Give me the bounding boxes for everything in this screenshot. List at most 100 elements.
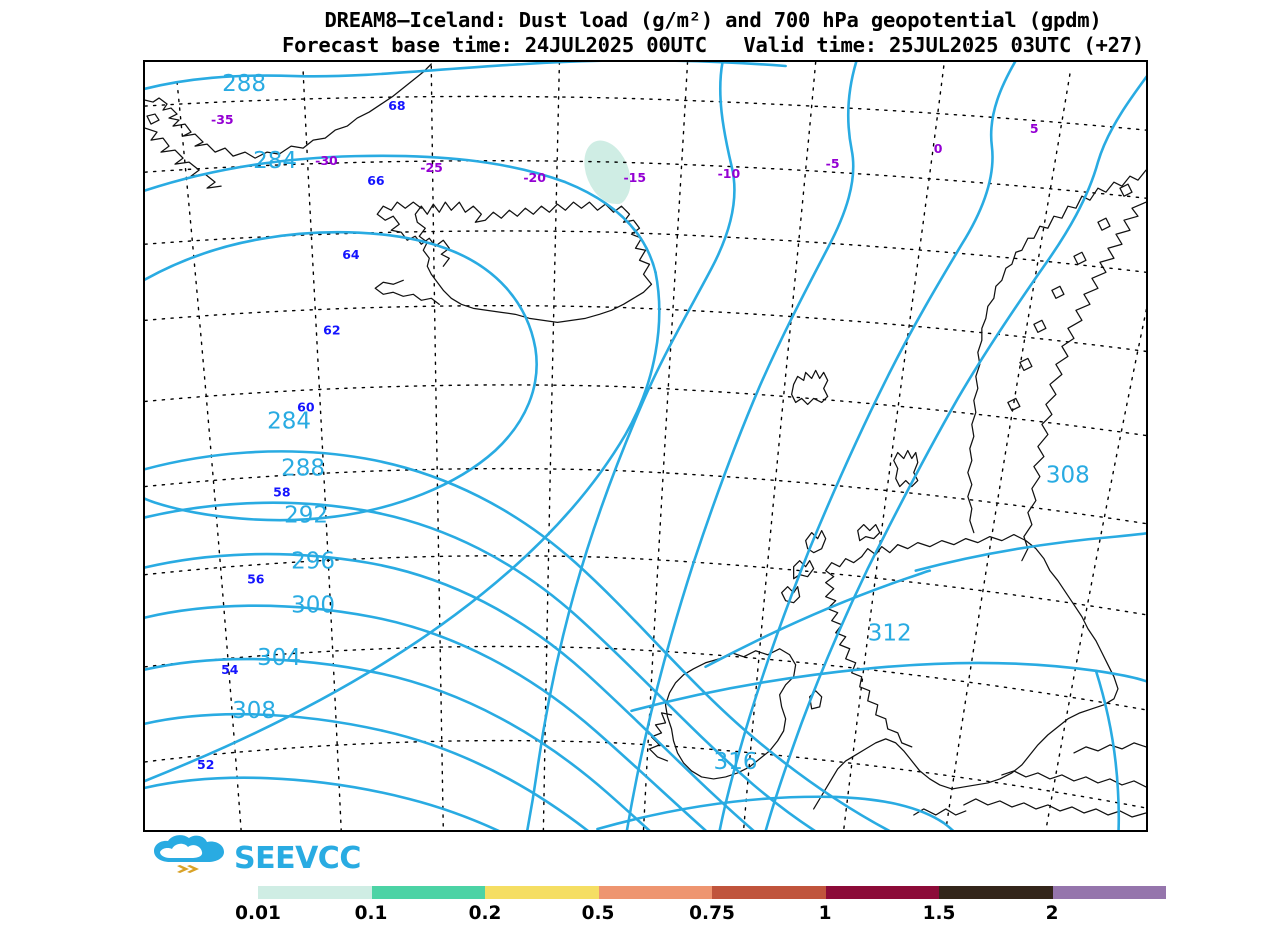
latitude-label-52: 52 bbox=[197, 757, 214, 772]
latitude-label-60: 60 bbox=[297, 399, 315, 414]
coastline-iceland-westfjords bbox=[376, 201, 450, 267]
parallel-54 bbox=[145, 645, 1146, 711]
colorbar-tick-4: 0.75 bbox=[689, 903, 735, 924]
contour-292 bbox=[145, 501, 816, 830]
dust-load-colorbar: 0.01 0.1 0.2 0.5 0.75 1 1.5 2 bbox=[235, 886, 1166, 925]
latitude-label-58: 58 bbox=[273, 485, 290, 500]
contour-316-east bbox=[596, 795, 955, 830]
map-plot-area: 288 284 284 288 292 296 300 304 308 308 … bbox=[143, 60, 1148, 832]
coastline-english-channel bbox=[913, 808, 967, 816]
chart-title-block: DREAM8—Iceland: Dust load (g/m²) and 700… bbox=[148, 8, 1278, 58]
coastline-hebrides-c bbox=[781, 586, 801, 604]
contour-label-308-b: 308 bbox=[1046, 463, 1090, 489]
chart-title-line-2: Forecast base time: 24JUL2025 00UTC Vali… bbox=[281, 33, 1145, 57]
contour-284-arc bbox=[145, 270, 661, 783]
dust-load-shading bbox=[584, 140, 631, 205]
latitude-label-68: 68 bbox=[388, 98, 405, 113]
meridian-m10 bbox=[742, 62, 817, 830]
longitude-label-m10: -10 bbox=[718, 166, 741, 181]
coastline-netherlands-belgium-france bbox=[1001, 770, 1146, 788]
contour-label-288-a: 288 bbox=[222, 71, 266, 97]
colorbar-tick-0: 0.01 bbox=[235, 903, 281, 924]
contour-312-east-descend bbox=[1094, 669, 1121, 830]
coastline-norway bbox=[967, 169, 1146, 534]
contour-296 bbox=[145, 552, 755, 830]
coastline-scotland-west bbox=[825, 556, 913, 748]
colorbar-segment-6 bbox=[939, 886, 1053, 899]
longitude-label-m25: -25 bbox=[420, 160, 443, 175]
coastline-orkney bbox=[857, 523, 881, 542]
coastline-france-north bbox=[963, 798, 1146, 818]
colorbar-tick-6: 1.5 bbox=[922, 903, 956, 924]
coastline-shetland bbox=[893, 449, 919, 488]
contour-label-284-a: 284 bbox=[253, 148, 297, 174]
parallel-66 bbox=[145, 160, 1146, 199]
latitude-label-64: 64 bbox=[342, 247, 360, 262]
contour-label-312: 312 bbox=[868, 621, 912, 647]
colorbar-tick-1: 0.1 bbox=[354, 903, 388, 924]
contour-east-d bbox=[764, 75, 1146, 830]
colorbar-segment-2 bbox=[485, 886, 599, 899]
colorbar-segment-4 bbox=[712, 886, 826, 899]
arrow-icon bbox=[177, 865, 199, 873]
colorbar-tick-5: 1 bbox=[818, 903, 832, 924]
parallel-56 bbox=[145, 555, 1146, 616]
colorbar-swatches bbox=[258, 886, 1166, 899]
contour-300 bbox=[145, 604, 707, 830]
meridian-5 bbox=[1045, 307, 1146, 830]
longitude-labels: -35 -30 -25 -20 -15 -10 -5 0 5 bbox=[211, 112, 1039, 185]
coastline-norway-islands bbox=[1007, 183, 1133, 412]
seevccc-logo[interactable]: SEEVCCC bbox=[146, 834, 361, 878]
contour-label-292: 292 bbox=[284, 503, 328, 529]
contour-304 bbox=[145, 657, 651, 830]
longitude-label-m30: -30 bbox=[315, 153, 338, 168]
meridian-m5 bbox=[842, 65, 945, 830]
meridian-m35 bbox=[176, 81, 242, 830]
latitude-label-54: 54 bbox=[221, 662, 239, 677]
contour-308-east-left bbox=[704, 569, 932, 669]
meridian-m20 bbox=[542, 62, 561, 830]
parallel-64 bbox=[145, 230, 1146, 273]
contour-label-308-a: 308 bbox=[232, 698, 276, 724]
longitude-label-0: 0 bbox=[934, 141, 943, 156]
parallel-68 bbox=[145, 95, 1146, 131]
coastline-iceland bbox=[414, 201, 653, 323]
latitude-label-62: 62 bbox=[323, 322, 340, 337]
colorbar-segment-7 bbox=[1052, 886, 1166, 899]
contour-label-300: 300 bbox=[291, 593, 335, 619]
parallel-60 bbox=[145, 384, 1146, 437]
coastline-iceland-south-peninsula bbox=[374, 279, 440, 305]
colorbar-tick-7: 2 bbox=[1045, 903, 1059, 924]
colorbar-tick-3: 0.5 bbox=[581, 903, 615, 924]
contour-east-b bbox=[625, 62, 858, 830]
cloud-icon bbox=[154, 835, 224, 862]
longitude-label-m35: -35 bbox=[211, 112, 234, 127]
contour-value-labels: 288 284 284 288 292 296 300 304 308 308 … bbox=[222, 71, 1090, 775]
logo-graphic: SEEVCCC bbox=[154, 835, 361, 876]
longitude-label-m15: -15 bbox=[623, 170, 646, 185]
longitude-label-m20: -20 bbox=[523, 170, 546, 185]
logo-text: SEEVCCC bbox=[234, 841, 361, 876]
coastline-greenland-inner bbox=[145, 127, 222, 189]
longitude-label-m5: -5 bbox=[826, 156, 840, 171]
coastline-hebrides-b bbox=[793, 560, 815, 580]
contour-label-304: 304 bbox=[257, 645, 301, 671]
colorbar-segment-1 bbox=[371, 886, 485, 899]
coastline-norway-fjords bbox=[1021, 201, 1146, 562]
contour-label-316: 316 bbox=[714, 749, 758, 775]
coastline-great-britain bbox=[813, 533, 1119, 810]
parallel-62 bbox=[145, 304, 1146, 353]
contour-312-left bbox=[145, 776, 500, 830]
contour-label-296: 296 bbox=[291, 549, 335, 575]
coastline-greenland-islet-a bbox=[146, 113, 160, 125]
contour-288-north bbox=[145, 62, 787, 91]
colorbar-segment-0 bbox=[258, 886, 372, 899]
latitude-label-56: 56 bbox=[247, 572, 265, 587]
meridian-m30 bbox=[302, 71, 342, 830]
contour-284-north bbox=[145, 154, 657, 274]
coastline-faroe-islands bbox=[791, 369, 829, 406]
contour-label-288-b: 288 bbox=[281, 456, 325, 482]
colorbar-tick-labels: 0.01 0.1 0.2 0.5 0.75 1 1.5 2 bbox=[235, 903, 1166, 925]
latitude-labels: 68 66 64 62 60 58 56 54 52 50 bbox=[197, 98, 406, 772]
map-canvas: 288 284 284 288 292 296 300 304 308 308 … bbox=[145, 62, 1146, 830]
